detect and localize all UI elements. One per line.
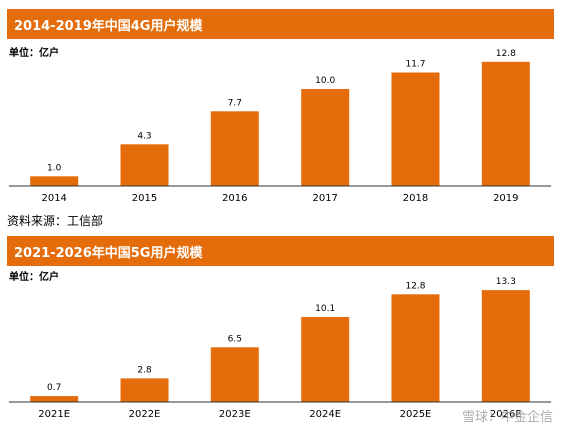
chart-1-tick-label: 2015 [132,193,157,204]
chart-2-data-label: 12.8 [405,281,425,291]
chart-1-data-label: 7.7 [228,98,242,108]
chart-1-data-label: 11.7 [405,60,425,70]
chart-2-title: 2021-2026年中国5G用户规模 [7,236,554,266]
chart-1-data-label: 4.3 [137,131,151,141]
chart-2-bar [391,294,440,402]
chart-2-tick-label: 2022E [129,409,161,420]
chart-2-bar [30,396,79,402]
chart-2-data-label: 6.5 [228,334,242,344]
chart-2-bar [481,290,530,402]
watermark-text: 雪球：中金企信 [461,410,553,425]
chart-1-bar [120,144,169,186]
chart-1-title: 2014-2019年中国4G用户规模 [7,9,554,39]
chart-1-unit-label: 单位：亿户 [9,48,59,59]
chart-2-data-label: 13.3 [496,277,516,287]
chart-2-bar [210,347,259,402]
chart-1-bar [210,111,259,186]
chart-2-bar [301,317,350,402]
chart-2-data-label: 10.1 [315,304,335,314]
chart-2-tick-label: 2025E [400,409,432,420]
source-note: 资料来源：工信部 [7,214,104,228]
chart-1-tick-label: 2017 [312,193,337,204]
chart-2-bar [120,378,169,402]
chart-1-data-label: 10.0 [315,76,335,86]
chart-2-unit-label: 单位：亿户 [9,272,59,283]
chart-1-svg: 1.0 2014 4.3 2015 7.7 2016 10.0 2017 11.7 2018 12.… [9,49,551,204]
chart-2-tick-label: 2026E [490,409,522,420]
chart-1-tick-label: 2019 [493,193,518,204]
chart-2-tick-label: 2021E [38,409,70,420]
chart-2-data-label: 2.8 [137,365,152,375]
chart-2-tick-label: 2023E [219,409,251,420]
chart-1-tick-label: 2018 [403,193,428,204]
chart-1-data-label: 1.0 [47,163,62,173]
chart-1-data-label: 12.8 [496,49,516,59]
chart-2-data-label: 0.7 [47,383,61,393]
chart-2-tick-label: 2024E [309,409,341,420]
chart-1-bar [301,89,350,186]
chart-1-tick-label: 2014 [41,193,66,204]
chart-1-bar [481,61,530,186]
chart-1-tick-label: 2016 [222,193,247,204]
chart-1-bar [391,72,440,186]
chart-1-bar [30,176,79,186]
